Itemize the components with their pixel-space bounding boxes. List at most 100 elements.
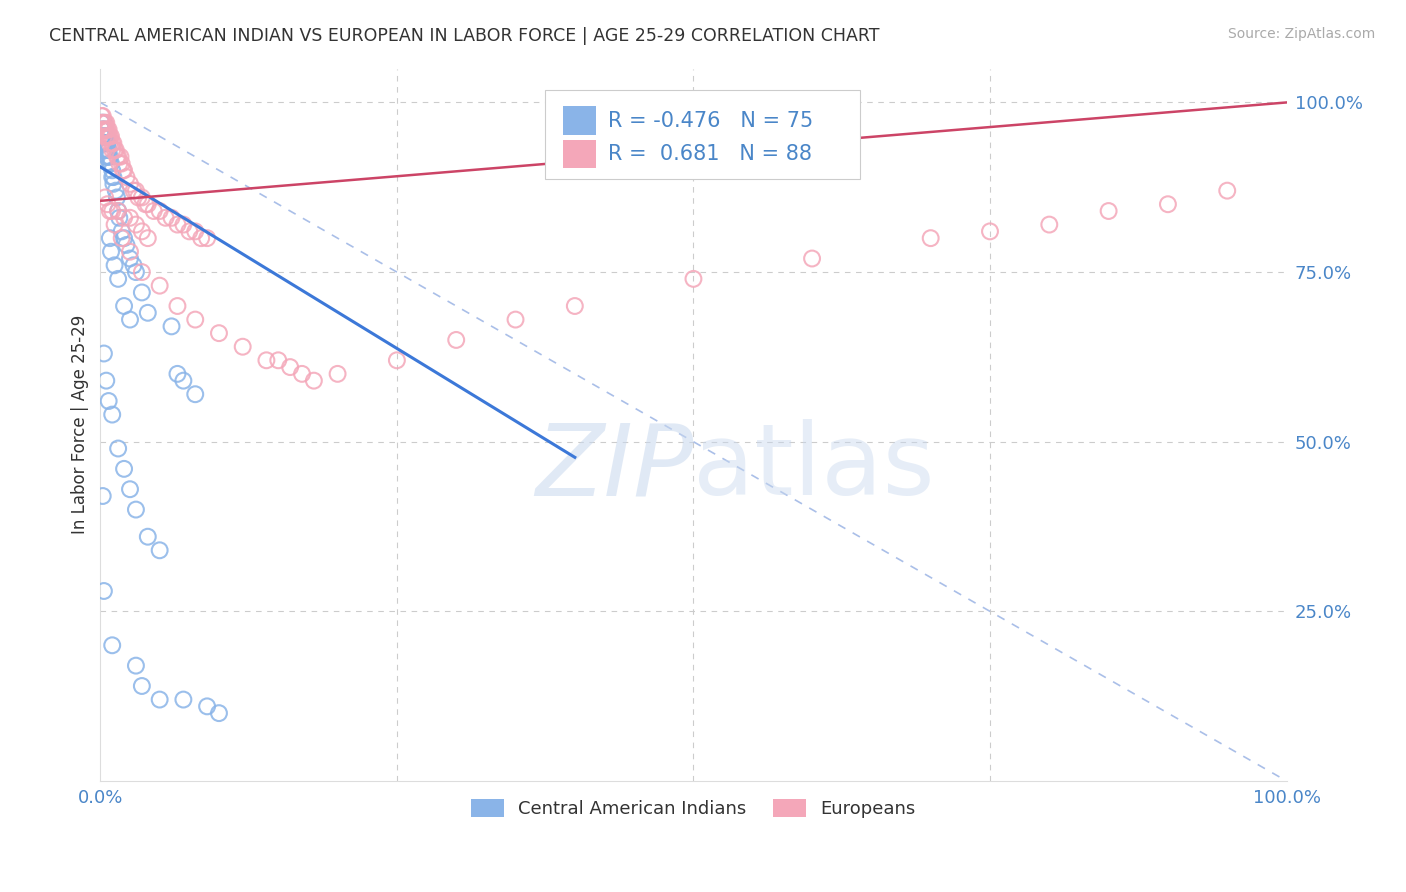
Point [91,489,114,503]
Point [98,231,121,245]
Text: Source: ZipAtlas.com: Source: ZipAtlas.com [1227,27,1375,41]
Point [105,190,128,204]
Point [172,374,194,388]
Point [131,190,153,204]
Point [115,238,138,252]
Point [103,218,125,232]
Point [142,204,165,219]
Point [107,442,129,456]
Point [100,244,122,259]
Point [93,584,115,599]
Point [93,136,115,150]
Point [91,116,114,130]
Point [166,299,188,313]
Point [1216,184,1239,198]
Point [103,177,125,191]
Point [90,116,112,130]
Point [149,543,172,558]
Point [93,122,115,136]
Point [91,129,114,144]
Point [98,136,121,150]
Point [110,150,132,164]
Point [96,197,118,211]
Point [136,197,159,211]
Point [111,156,134,170]
Point [160,211,183,225]
Point [134,197,156,211]
Point [112,299,135,313]
Point [112,462,135,476]
Point [107,204,129,219]
Point [131,285,153,300]
Point [190,231,212,245]
Point [94,122,117,136]
Point [232,340,254,354]
Point [96,143,118,157]
Point [125,265,148,279]
Point [101,143,124,157]
Point [101,136,124,150]
Point [195,231,218,245]
Point [98,150,121,164]
Point [90,122,112,136]
Text: ZIP: ZIP [536,419,693,516]
Point [96,374,118,388]
Point [131,224,153,238]
Point [101,163,124,178]
Point [166,367,188,381]
Point [302,374,325,388]
Point [111,224,134,238]
Point [103,258,125,272]
Point [131,265,153,279]
Point [96,143,118,157]
Point [93,129,115,144]
Point [96,150,118,164]
Point [96,129,118,144]
Point [112,163,135,178]
Point [136,306,159,320]
Point [122,258,145,272]
Point [208,706,231,720]
FancyBboxPatch shape [546,90,859,179]
Point [149,204,172,219]
Text: CENTRAL AMERICAN INDIAN VS EUROPEAN IN LABOR FORCE | AGE 25-29 CORRELATION CHART: CENTRAL AMERICAN INDIAN VS EUROPEAN IN L… [49,27,880,45]
Point [131,679,153,693]
Point [118,482,141,496]
Point [179,224,201,238]
Point [93,129,115,144]
Point [98,129,121,144]
Point [91,136,114,150]
Point [96,116,118,130]
Point [101,170,124,185]
Point [195,699,218,714]
Point [184,224,207,238]
Point [107,150,129,164]
Point [118,211,141,225]
Point [93,122,115,136]
Point [101,204,124,219]
Point [94,136,117,150]
Point [1157,197,1180,211]
Point [94,122,117,136]
Point [93,116,115,130]
Point [118,177,141,191]
Point [172,218,194,232]
Point [101,638,124,652]
Point [1038,218,1060,232]
Point [90,136,112,150]
Bar [562,140,596,169]
Point [127,190,149,204]
Point [91,143,114,157]
Point [184,312,207,326]
Point [118,244,141,259]
Point [103,170,125,185]
Point [98,204,121,219]
Point [96,136,118,150]
Point [118,312,141,326]
Point [96,122,118,136]
Point [125,218,148,232]
Point [94,190,117,204]
Point [115,170,138,185]
Point [166,218,188,232]
Point [155,211,177,225]
